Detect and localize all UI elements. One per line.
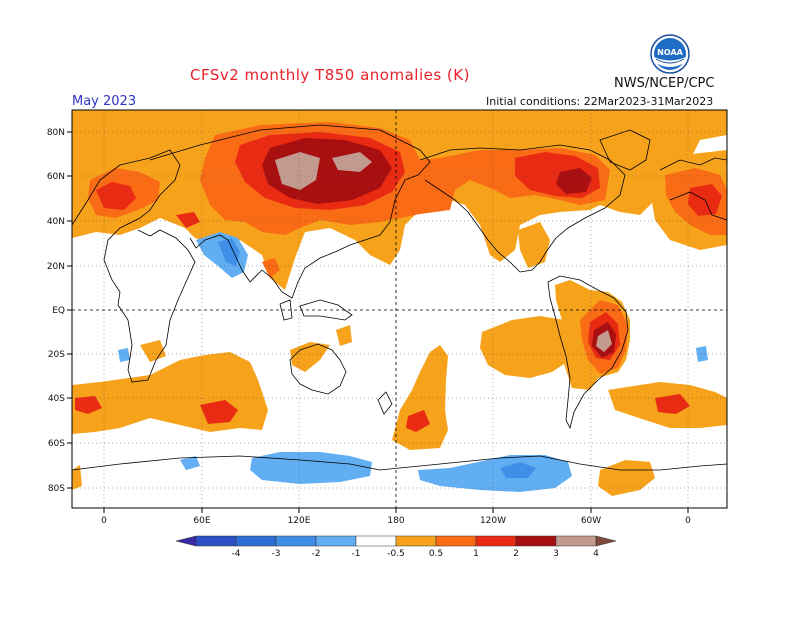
colorbar-segment <box>435 535 477 547</box>
colorbar-label: 4 <box>593 549 599 559</box>
lat-label: 40N <box>47 217 65 227</box>
colorbar-label: 1 <box>473 549 479 559</box>
latitude-labels: 80N 60N 40N 20N EQ 20S 40S 60S 80S <box>47 128 65 494</box>
lat-label: EQ <box>52 306 65 316</box>
colorbar-segment <box>275 535 317 547</box>
lon-label: 0 <box>101 516 107 526</box>
agency-label: NWS/NCEP/CPC <box>614 76 715 91</box>
lat-label: 60S <box>48 439 65 449</box>
anomaly-negative-05 <box>118 232 708 492</box>
forecast-month: May 2023 <box>72 94 137 109</box>
lon-label: 120E <box>288 516 311 526</box>
lon-label: 60E <box>193 516 210 526</box>
lat-label: 80S <box>48 484 65 494</box>
lat-label: 80N <box>47 128 65 138</box>
lat-label: 20N <box>47 262 65 272</box>
lon-label: 60W <box>581 516 601 526</box>
colorbar-segment <box>355 535 397 547</box>
anomaly-negative-1 <box>218 238 536 478</box>
map-title: CFSv2 monthly T850 anomalies (K) <box>190 66 470 84</box>
longitude-labels: 0 60E 120E 180 120W 60W 0 <box>101 516 691 526</box>
noaa-logo-text: NOAA <box>657 48 683 57</box>
colorbar-label: 0.5 <box>429 549 443 559</box>
colorbar-label: -3 <box>272 549 281 559</box>
noaa-logo: NOAA <box>650 34 690 74</box>
lon-label: 120W <box>480 516 506 526</box>
colorbar-label: -1 <box>352 549 361 559</box>
initial-conditions: Initial conditions: 22Mar2023-31Mar2023 <box>486 95 714 108</box>
colorbar-segment <box>555 535 597 547</box>
colorbar-segment <box>235 535 277 547</box>
reference-lines <box>72 110 727 508</box>
colorbar-right-arrow <box>595 535 617 547</box>
colorbar-segment <box>315 535 357 547</box>
colorbar-label: 3 <box>553 549 559 559</box>
colorbar-label: 2 <box>513 549 519 559</box>
lat-label: 60N <box>47 172 65 182</box>
colorbar-label: -4 <box>232 549 241 559</box>
lat-label: 20S <box>48 350 65 360</box>
lon-label: 0 <box>685 516 691 526</box>
lon-label: 180 <box>387 516 404 526</box>
map-frame <box>71 109 728 509</box>
colorbar-segment <box>195 535 237 547</box>
colorbar-segment <box>395 535 437 547</box>
lat-label: 40S <box>48 394 65 404</box>
colorbar-label: -2 <box>312 549 321 559</box>
tick-marks <box>67 131 689 513</box>
colorbar-left-arrow <box>175 535 197 547</box>
anomaly-positive-4 <box>275 152 612 352</box>
colorbar-segment <box>475 535 517 547</box>
colorbar-segment <box>515 535 557 547</box>
anomaly-field <box>72 110 727 496</box>
colorbar-label: -0.5 <box>387 549 405 559</box>
colorbar: -4 -3 -2 -1 -0.5 0.5 1 2 3 4 <box>175 535 617 559</box>
coastlines <box>72 124 727 471</box>
